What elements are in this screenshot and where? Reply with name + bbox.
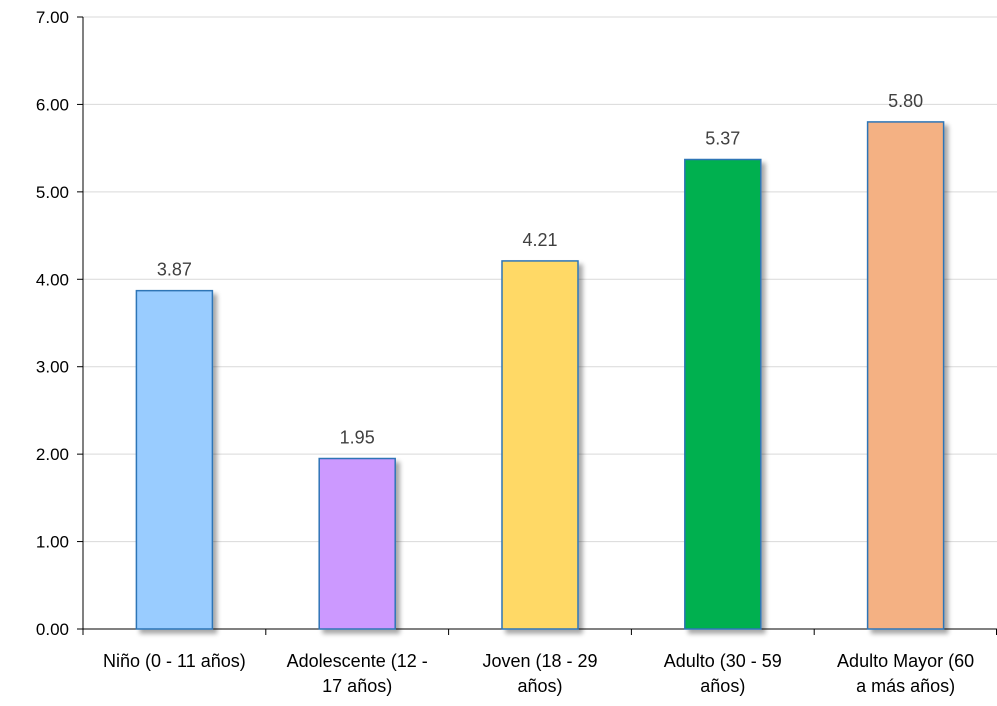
data-label: 5.37: [705, 129, 740, 149]
x-tick-label: Niño (0 - 11 años): [103, 651, 246, 671]
x-tick-label-line: Adulto (30 - 59: [664, 651, 782, 671]
bar: [866, 121, 945, 630]
x-tick-label-line: Adulto Mayor (60: [837, 651, 974, 671]
y-tick-label: 3.00: [36, 358, 69, 377]
bar: [684, 158, 762, 630]
y-tick-label: 1.00: [36, 533, 69, 552]
y-tick-label: 6.00: [36, 95, 69, 114]
x-tick-label-line: Joven (18 - 29: [482, 651, 597, 671]
data-labels: 3.87 1.95 4.21 5.37 5.80: [157, 91, 923, 448]
bar: [135, 289, 214, 630]
data-label: 5.80: [888, 91, 923, 111]
data-label: 4.21: [522, 230, 557, 250]
x-tick-label-line: 17 años): [322, 676, 392, 696]
x-tick-label-line: Adolescente (12 -: [287, 651, 428, 671]
x-tick-label-line: Niño (0 - 11 años): [103, 651, 246, 671]
x-tick-label: Adulto (30 - 59 años): [664, 651, 782, 696]
bars: [135, 121, 945, 630]
x-tick-label-line: años): [700, 676, 745, 696]
x-tick-label: Adolescente (12 - 17 años): [287, 651, 428, 696]
bar: [501, 260, 579, 630]
data-label: 3.87: [157, 260, 192, 280]
y-tick-label: 7.00: [36, 8, 69, 27]
data-label: 1.95: [340, 428, 375, 448]
y-tick-label: 0.00: [36, 620, 69, 639]
y-tick-label: 4.00: [36, 270, 69, 289]
y-tick-label: 2.00: [36, 445, 69, 464]
x-tick-label-line: a más años): [856, 676, 955, 696]
x-tick-label: Adulto Mayor (60 a más años): [837, 651, 974, 696]
x-tick-label-line: años): [517, 676, 562, 696]
bar: [318, 457, 396, 630]
x-tick-label: Joven (18 - 29 años): [482, 651, 597, 696]
y-tick-label: 5.00: [36, 183, 69, 202]
tick-labels: 0.00 1.00 2.00 3.00 4.00 5.00 6.00 7.00 Niño (0 …: [36, 8, 974, 696]
